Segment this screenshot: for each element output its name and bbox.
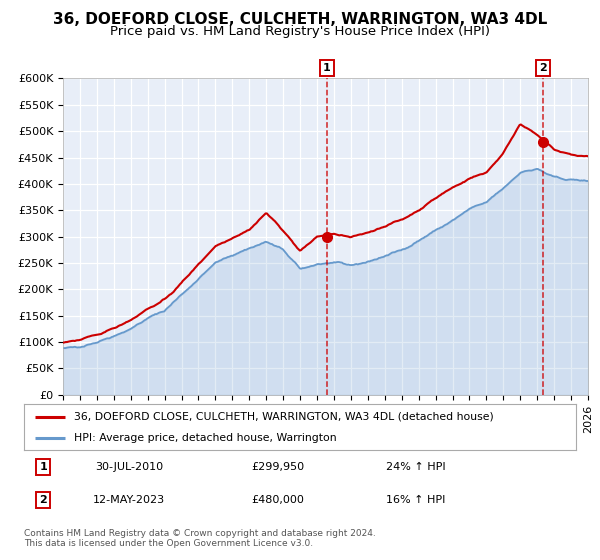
Text: HPI: Average price, detached house, Warrington: HPI: Average price, detached house, Warr…: [74, 433, 337, 443]
Text: Contains HM Land Registry data © Crown copyright and database right 2024.: Contains HM Land Registry data © Crown c…: [24, 529, 376, 538]
Text: 1: 1: [323, 63, 331, 73]
Text: 36, DOEFORD CLOSE, CULCHETH, WARRINGTON, WA3 4DL: 36, DOEFORD CLOSE, CULCHETH, WARRINGTON,…: [53, 12, 547, 27]
Text: 1: 1: [40, 462, 47, 472]
Text: 36, DOEFORD CLOSE, CULCHETH, WARRINGTON, WA3 4DL (detached house): 36, DOEFORD CLOSE, CULCHETH, WARRINGTON,…: [74, 412, 493, 422]
Text: 24% ↑ HPI: 24% ↑ HPI: [386, 462, 446, 472]
Text: 2: 2: [40, 495, 47, 505]
Text: £299,950: £299,950: [251, 462, 304, 472]
Text: 30-JUL-2010: 30-JUL-2010: [95, 462, 163, 472]
Text: 16% ↑ HPI: 16% ↑ HPI: [386, 495, 446, 505]
Text: This data is licensed under the Open Government Licence v3.0.: This data is licensed under the Open Gov…: [24, 539, 313, 548]
Text: £480,000: £480,000: [251, 495, 304, 505]
Text: 12-MAY-2023: 12-MAY-2023: [93, 495, 165, 505]
Text: Price paid vs. HM Land Registry's House Price Index (HPI): Price paid vs. HM Land Registry's House …: [110, 25, 490, 38]
Text: 2: 2: [539, 63, 547, 73]
